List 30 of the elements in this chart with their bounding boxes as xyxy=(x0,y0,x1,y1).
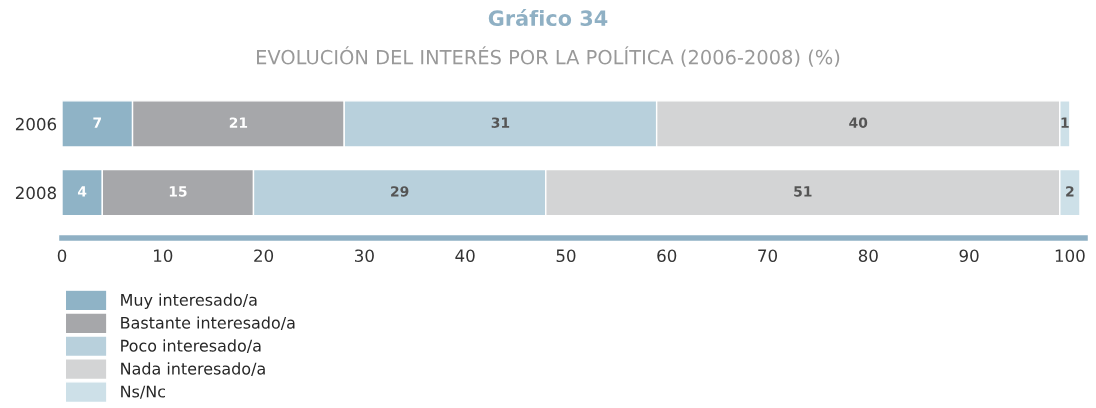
data-label: 51 xyxy=(794,186,812,197)
y-tick-label: 2008 xyxy=(15,186,56,200)
x-tick-label: 50 xyxy=(556,249,576,263)
x-tick-label: 40 xyxy=(455,249,475,263)
data-label: 7 xyxy=(93,117,101,128)
y-tick-label: 2006 xyxy=(15,117,57,131)
data-label: 15 xyxy=(169,186,187,197)
x-tick-label: 70 xyxy=(758,249,778,263)
x-tick-label: 30 xyxy=(355,249,374,263)
x-tick-label: 20 xyxy=(254,249,274,263)
data-label: 4 xyxy=(77,186,87,197)
data-label: 21 xyxy=(229,117,248,128)
data-label: 2 xyxy=(1066,186,1074,197)
x-tick-label: 0 xyxy=(57,249,67,263)
legend-label: Ns/Nc xyxy=(121,385,166,399)
data-label: 40 xyxy=(849,117,868,128)
chart-title: Gráfico 34 xyxy=(488,9,608,27)
legend-label: Nada interesado/a xyxy=(121,362,265,376)
x-tick-label: 60 xyxy=(657,249,677,263)
data-label: 31 xyxy=(491,117,510,128)
x-tick-label: 10 xyxy=(154,249,173,263)
x-tick-label: 90 xyxy=(959,249,979,263)
x-tick-label: 100 xyxy=(1055,249,1085,263)
data-label: 1 xyxy=(1061,117,1069,128)
legend-label: Poco interesado/a xyxy=(121,339,261,353)
legend-label: Muy interesado/a xyxy=(121,293,257,309)
data-label: 29 xyxy=(391,186,409,197)
legend-label: Bastante interesado/a xyxy=(121,316,295,331)
chart-subtitle: EVOLUCIÓN DEL INTERÉS POR LA POLÍTICA (2006-2008) (%) xyxy=(257,46,840,67)
x-tick-label: 80 xyxy=(858,249,878,263)
